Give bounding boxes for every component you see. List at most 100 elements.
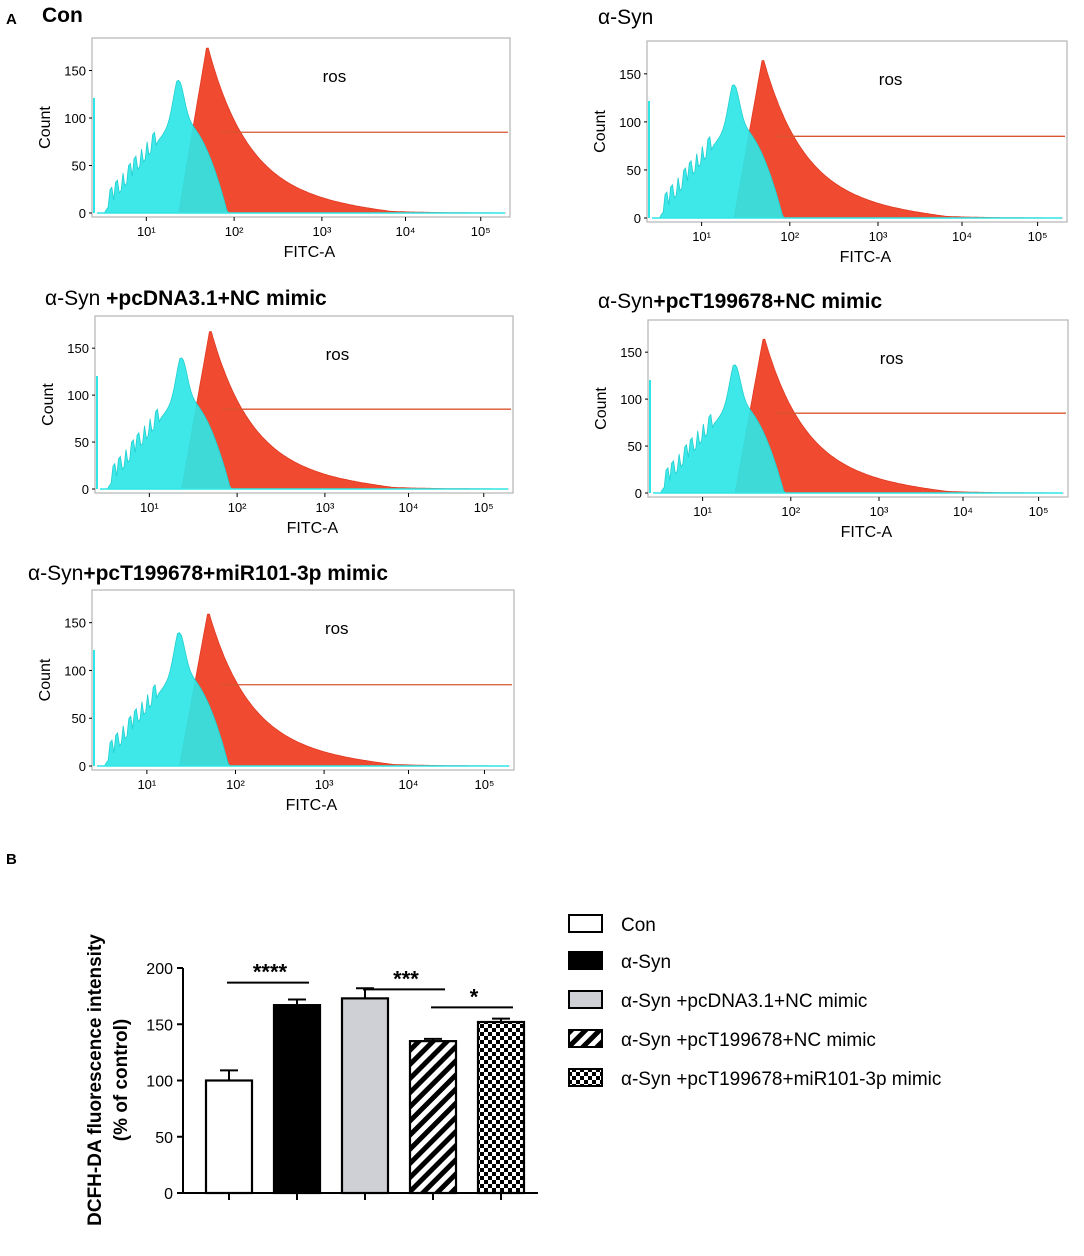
panel-label-b: B	[6, 851, 17, 868]
y-tick-label: 0	[634, 211, 641, 226]
histogram-title: Con	[42, 4, 83, 27]
legend-swatch	[568, 1029, 603, 1048]
y-tick-label: 50	[72, 711, 86, 726]
y-tick-label: 150	[620, 345, 642, 360]
gate-label: ros	[879, 70, 903, 89]
gate-label: ros	[880, 349, 904, 368]
x-tick-label: 10⁵	[1029, 504, 1049, 519]
histogram-title-segment: +pcDNA3.1+NC mimic	[106, 287, 327, 310]
y-tick-label: 0	[79, 759, 86, 774]
legend-label: α-Syn	[621, 952, 671, 973]
histogram-frame	[647, 319, 1069, 498]
histogram-title: α-Syn +pcDNA3.1+NC mimic	[45, 287, 327, 310]
y-tick-label: 0	[79, 206, 86, 221]
x-tick-label: 10²	[226, 777, 245, 792]
histogram-asyn: α-Syn ros 0 50 100 150 Count 10¹ 10² 10³ 10⁴ 10⁵ FIT…	[592, 6, 1068, 266]
y-tick-label: 150	[64, 64, 86, 79]
gate-label: ros	[326, 345, 350, 364]
bar-y-tick-label: 50	[155, 1130, 173, 1147]
x-axis-label: FITC-A	[841, 524, 893, 541]
x-tick-label: 10⁵	[1028, 229, 1048, 244]
bar	[408, 1040, 458, 1195]
legend-item: α-Syn +pcDNA3.1+NC mimic	[568, 990, 867, 1012]
histogram-asyn-pct-nc: α-Syn+pcT199678+NC mimic ros 0 50 100 150 Coun…	[593, 290, 1069, 541]
y-tick-label: 150	[619, 67, 641, 82]
legend-swatch	[568, 990, 603, 1009]
x-tick-label: 10¹	[140, 500, 159, 515]
bar-y-tick-label: 0	[164, 1186, 173, 1203]
legend-item: α-Syn +pcT199678+miR101-3p mimic	[568, 1068, 941, 1090]
legend-swatch	[568, 951, 603, 970]
legend-item: α-Syn +pcT199678+NC mimic	[568, 1029, 876, 1051]
x-tick-label: 10⁴	[395, 224, 415, 239]
y-axis-label: Count	[37, 658, 54, 701]
significance-label: ***	[393, 966, 419, 991]
bar-y-tick-label: 100	[146, 1074, 173, 1091]
legend-label: α-Syn +pcT199678+miR101-3p mimic	[621, 1069, 941, 1090]
legend-label: Con	[621, 915, 656, 936]
legend-swatch	[568, 914, 603, 933]
histogram-title: α-Syn	[598, 6, 653, 29]
histogram-con: Con ros 0 50 100 150 Count 10¹ 10² 10³ 10⁴ 10⁵ FITC-…	[37, 4, 511, 261]
x-axis-label: FITC-A	[287, 520, 339, 537]
legend-item: α-Syn	[568, 951, 671, 973]
x-tick-label: 10²	[225, 224, 244, 239]
x-tick-label: 10⁴	[398, 777, 418, 792]
histogram-title-segment: +pcT199678+miR101-3p mimic	[83, 562, 388, 585]
y-tick-label: 100	[64, 663, 86, 678]
bar	[272, 1004, 322, 1195]
histogram-title: α-Syn+pcT199678+miR101-3p mimic	[28, 562, 388, 585]
x-tick-label: 10³	[870, 504, 889, 519]
legend-item: Con	[568, 914, 656, 936]
y-tick-label: 50	[75, 435, 89, 450]
x-tick-label: 10²	[780, 229, 799, 244]
x-tick-label: 10⁵	[474, 500, 494, 515]
y-axis-label: Count	[592, 110, 609, 153]
histogram-asyn-pct-mir: α-Syn+pcT199678+miR101-3p mimic ros 0 50 100…	[28, 562, 515, 814]
x-tick-label: 10²	[781, 504, 800, 519]
histogram-title-segment: Con	[42, 4, 83, 27]
bar	[204, 1079, 254, 1195]
panel-label-a: A	[6, 11, 17, 28]
x-tick-label: 10⁵	[475, 777, 495, 792]
y-tick-label: 0	[82, 482, 89, 497]
legend-swatch	[568, 1068, 603, 1087]
x-axis-label: FITC-A	[840, 249, 892, 266]
y-tick-label: 150	[64, 616, 86, 631]
legend-label: α-Syn +pcT199678+NC mimic	[621, 1030, 876, 1051]
y-tick-label: 100	[620, 392, 642, 407]
x-tick-label: 10³	[316, 500, 335, 515]
x-tick-label: 10⁴	[952, 229, 972, 244]
y-tick-label: 100	[619, 115, 641, 130]
bar	[340, 997, 390, 1195]
gate-label: ros	[323, 67, 347, 86]
y-tick-label: 150	[67, 341, 89, 356]
histogram-title-segment: +pcT199678+NC mimic	[653, 290, 882, 313]
x-axis-label: FITC-A	[286, 797, 338, 814]
bar-y-tick-label: 150	[146, 1017, 173, 1034]
x-tick-label: 10⁴	[953, 504, 973, 519]
y-axis-label: Count	[593, 387, 610, 430]
y-axis-label: Count	[40, 383, 57, 426]
x-tick-label: 10¹	[137, 777, 156, 792]
bar-y-axis-label-line1: DCFH-DA fluorescence intensity	[85, 934, 106, 1226]
y-tick-label: 100	[67, 388, 89, 403]
y-tick-label: 100	[64, 111, 86, 126]
histogram-title-segment: α-Syn	[45, 287, 106, 310]
significance-label: *	[470, 984, 479, 1009]
significance-label: ****	[253, 960, 288, 985]
x-tick-label: 10⁵	[471, 224, 491, 239]
x-tick-label: 10¹	[692, 229, 711, 244]
bar-y-tick-label: 200	[146, 961, 173, 978]
legend-label: α-Syn +pcDNA3.1+NC mimic	[621, 991, 867, 1012]
x-tick-label: 10¹	[693, 504, 712, 519]
bar-y-axis-label-line2: (% of control)	[111, 1019, 132, 1141]
bar-chart: 0 50 100 150 200 DCFH-DA fluorescence intensi…	[85, 914, 941, 1226]
x-tick-label: 10²	[228, 500, 247, 515]
histogram-title-segment: α-Syn	[28, 562, 83, 585]
gate-label: ros	[325, 619, 349, 638]
y-tick-label: 50	[627, 163, 641, 178]
histogram-title: α-Syn+pcT199678+NC mimic	[598, 290, 882, 313]
x-tick-label: 10³	[313, 224, 332, 239]
